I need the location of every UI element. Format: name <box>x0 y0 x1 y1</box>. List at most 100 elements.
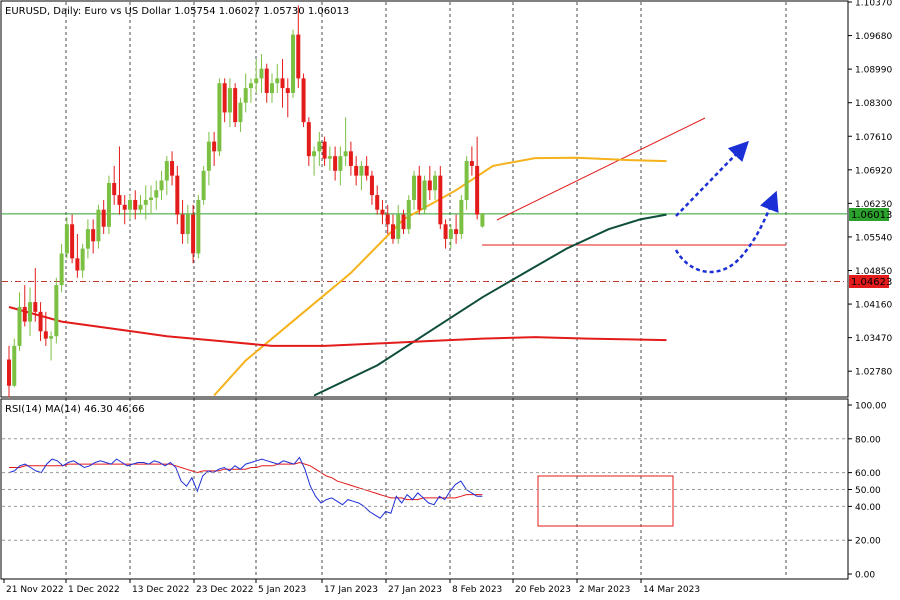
candle-bear <box>375 195 380 210</box>
candle-bear <box>469 161 474 166</box>
candle-bear <box>401 214 406 230</box>
ma-fast-line <box>213 156 667 397</box>
forecast-arrow-up <box>675 140 749 217</box>
candle-bear <box>280 78 285 89</box>
candle-bull <box>80 248 85 271</box>
time-tick-label: 2 Mar 2023 <box>579 585 630 595</box>
forecast-arrow-dip-then-up <box>674 190 779 274</box>
candle-bull <box>254 78 259 84</box>
time-tick-label: 5 Jan 2023 <box>258 585 306 595</box>
price-tick-label: 1.09680 <box>855 32 892 42</box>
candle-bull <box>28 302 33 322</box>
time-tick-label: 27 Jan 2023 <box>388 585 442 595</box>
candle-bull <box>338 156 343 171</box>
candle-bear <box>322 141 327 159</box>
price-tick-label: 1.06920 <box>855 166 892 176</box>
candle-bear <box>101 209 106 227</box>
ma-mid-line <box>313 213 667 397</box>
rsi-tick-label: 50.00 <box>855 486 881 496</box>
price-tick-label: 1.10370 <box>855 0 892 9</box>
candle-bear <box>390 224 395 239</box>
candle-bear <box>122 204 127 210</box>
candle-bull <box>464 161 469 200</box>
candle-bear <box>475 165 480 215</box>
candle-bull <box>12 345 17 386</box>
candle-bull <box>480 213 485 227</box>
rsi-tick-label: 0.00 <box>855 571 875 581</box>
rsi-tick-label: 40.00 <box>855 503 881 513</box>
candle-bull <box>159 180 164 191</box>
candle-bull <box>270 83 274 93</box>
candle-bear <box>43 331 48 339</box>
candle-bear <box>427 180 432 191</box>
candle-bear <box>112 182 117 196</box>
trend-lines <box>482 117 786 246</box>
forecast-arrows <box>674 140 779 274</box>
time-tick-label: 14 Mar 2023 <box>643 585 700 595</box>
time-tick-label: 23 Dec 2022 <box>196 585 254 595</box>
candle-bear <box>364 165 369 176</box>
candle-bull <box>312 151 317 157</box>
candle-bear <box>443 224 448 239</box>
time-tick-label: 13 Dec 2022 <box>132 585 190 595</box>
price-tick-label: 1.08300 <box>855 99 892 109</box>
candle-bear <box>333 156 338 171</box>
rsi-line <box>8 456 483 519</box>
candle-bull <box>206 141 211 171</box>
rsi-tick-label: 100.00 <box>855 402 887 412</box>
upper-channel-line <box>496 117 706 221</box>
candle-bear <box>222 83 227 113</box>
rsi-header: RSI(14) MA(14) 46.30 46.66 <box>5 404 145 415</box>
candle-bull <box>259 68 264 79</box>
candle-bull <box>433 175 438 191</box>
time-tick-label: 21 Nov 2022 <box>6 585 64 595</box>
candle-bull <box>149 197 154 200</box>
price-tick-label: 1.04160 <box>855 301 892 311</box>
candle-bull <box>422 180 427 210</box>
rsi-axis: 100.00 80.00 60.00 50.00 40.00 20.00 0.00 <box>2 402 887 581</box>
candle-bull <box>217 83 222 152</box>
price-tick-label: 1.04850 <box>855 267 892 277</box>
rsi-ma-line <box>9 461 483 501</box>
rsi-tick-label: 80.00 <box>855 435 881 445</box>
rsi-tick-label: 20.00 <box>855 537 881 547</box>
current-price-label: 1.06013 <box>851 210 892 221</box>
candle-bear <box>75 258 80 271</box>
candle-bear <box>454 229 459 235</box>
candle-bull <box>54 285 59 337</box>
candle-bear <box>385 214 390 225</box>
candle-bear <box>348 151 353 166</box>
candle-bull <box>291 34 296 93</box>
candle-bull <box>459 199 464 235</box>
price-tick-label: 1.06230 <box>855 200 892 210</box>
candle-bull <box>96 209 101 242</box>
candle-bull <box>196 199 201 254</box>
candle-bull <box>143 199 148 205</box>
candle-bull <box>59 253 64 286</box>
moving-averages <box>8 156 667 397</box>
price-tick-label: 1.02780 <box>855 368 892 378</box>
rsi-series <box>8 456 483 519</box>
grid <box>65 2 787 578</box>
candle-bull <box>154 190 159 198</box>
candle-bear <box>117 195 122 205</box>
candle-bear <box>22 306 27 322</box>
level-price-label: 1.04623 <box>851 277 892 288</box>
candle-bull <box>185 214 190 235</box>
candle-bull <box>138 204 143 210</box>
candle-bear <box>91 229 96 242</box>
current-price-box <box>849 208 889 221</box>
price-tick-label: 1.03470 <box>855 334 892 344</box>
candle-bull <box>238 102 243 123</box>
price-tick-label: 1.05540 <box>855 233 892 243</box>
candle-bull <box>396 214 401 239</box>
candle-bear <box>33 302 38 312</box>
candle-bull <box>448 229 453 239</box>
candle-bull <box>201 170 206 200</box>
candle-bull <box>85 229 90 249</box>
chart-header: EURUSD, Daily: Euro vs US Dollar 1.05754… <box>5 6 349 17</box>
candle-bear <box>380 209 385 215</box>
ma-slow-line <box>8 306 667 347</box>
level-price-box <box>849 275 889 288</box>
candle-bear <box>180 214 185 235</box>
